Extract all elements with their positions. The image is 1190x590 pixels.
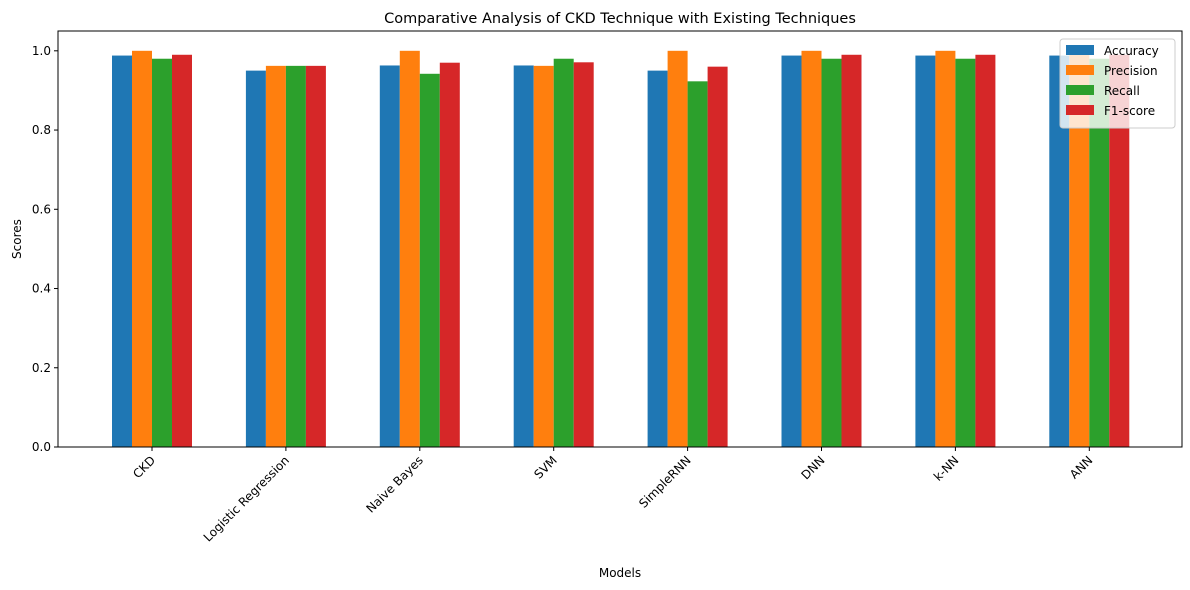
bar-accuracy-2: [379, 65, 400, 447]
x-tick-label: k-NN: [931, 453, 962, 484]
plot-frame: [57, 30, 1183, 448]
legend-label: Recall: [1104, 84, 1140, 98]
bar-f1-score-5: [841, 54, 862, 448]
bar-f1-score-4: [707, 66, 728, 447]
bar-recall-4: [687, 81, 708, 447]
bar-accuracy-4: [647, 70, 668, 448]
bar-accuracy-6: [915, 55, 936, 448]
bar-recall-2: [419, 73, 440, 447]
x-tick-label: ANN: [1067, 453, 1095, 481]
y-tick-label: 0.6: [32, 202, 51, 216]
bar-accuracy-3: [513, 65, 534, 447]
bar-f1-score-0: [172, 54, 192, 448]
legend-label: F1-score: [1104, 104, 1155, 118]
bar-precision-0: [132, 50, 152, 448]
chart-title: Comparative Analysis of CKD Technique wi…: [384, 11, 856, 27]
bar-accuracy-5: [781, 55, 802, 448]
bars-group: [112, 50, 1130, 448]
x-tick-label: Logistic Regression: [201, 453, 292, 544]
bar-recall-7: [1089, 58, 1110, 447]
y-axis-label: Scores: [10, 219, 24, 259]
y-axis: 0.0 0.2 0.4 0.6 0.8 1.0: [32, 44, 58, 454]
bar-f1-score-3: [573, 62, 594, 448]
bar-accuracy-7: [1049, 55, 1070, 448]
bar-f1-score-1: [305, 65, 326, 448]
bar-precision-4: [667, 50, 688, 448]
x-tick-label: CKD: [130, 453, 158, 481]
legend-swatch: [1066, 65, 1094, 75]
y-tick-label: 0.2: [32, 361, 51, 375]
bar-recall-5: [821, 58, 842, 447]
bar-accuracy-0: [112, 55, 132, 448]
x-axis-label: Models: [599, 566, 641, 580]
bar-f1-score-2: [439, 62, 460, 447]
y-tick-label: 0.4: [32, 282, 51, 296]
bar-f1-score-6: [975, 54, 996, 448]
x-tick-label: SVM: [531, 453, 559, 481]
bar-precision-6: [935, 50, 956, 448]
y-tick-label: 1.0: [32, 44, 51, 58]
bar-f1-score-7: [1109, 54, 1130, 448]
x-tick-label: Naive Bayes: [363, 453, 425, 515]
legend: Accuracy Precision Recall F1-score: [1059, 38, 1176, 129]
bar-recall-1: [285, 65, 306, 448]
bar-recall-6: [955, 58, 976, 447]
x-axis: CKD Logistic Regression Naive Bayes SVM Simp…: [130, 447, 1095, 545]
bar-precision-3: [533, 65, 554, 448]
legend-label: Precision: [1104, 64, 1158, 78]
legend-label: Accuracy: [1104, 44, 1159, 58]
bar-precision-7: [1069, 50, 1090, 448]
bar-precision-5: [801, 50, 822, 448]
bar-recall-0: [152, 58, 172, 447]
bar-recall-3: [553, 58, 574, 447]
bar-accuracy-1: [245, 70, 266, 448]
legend-swatch: [1066, 105, 1094, 115]
legend-swatch: [1066, 45, 1094, 55]
legend-swatch: [1066, 85, 1094, 95]
x-tick-label: SimpleRNN: [636, 453, 693, 510]
bar-precision-2: [399, 50, 420, 448]
y-tick-label: 0.0: [32, 440, 51, 454]
x-tick-label: DNN: [798, 453, 827, 482]
bar-precision-1: [265, 65, 286, 448]
y-tick-label: 0.8: [32, 123, 51, 137]
